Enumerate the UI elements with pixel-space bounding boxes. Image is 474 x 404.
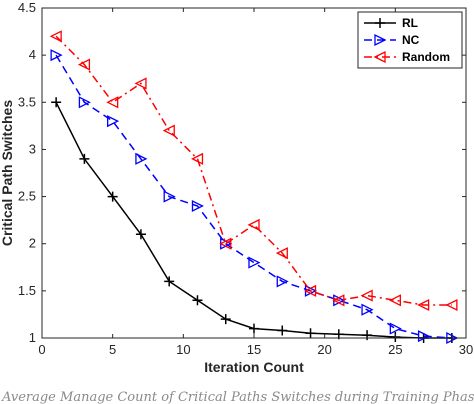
x-tick-label: 15 — [247, 342, 261, 357]
data-point-random — [417, 298, 430, 312]
data-point-rl — [107, 191, 118, 202]
data-point-random — [162, 124, 175, 137]
data-point-nc — [50, 49, 63, 62]
series-line-random — [55, 35, 452, 306]
data-point-random — [77, 58, 91, 71]
data-point-nc — [191, 199, 204, 213]
data-point-nc — [107, 115, 120, 128]
data-point-random — [275, 247, 288, 260]
data-point-nc — [276, 275, 289, 288]
y-tick-label: 1.5 — [18, 283, 36, 298]
series-line-nc — [55, 54, 452, 339]
y-tick-label: 3 — [29, 141, 36, 156]
data-point-nc — [163, 190, 176, 203]
data-point-rl — [164, 276, 175, 287]
data-point-rl — [135, 229, 146, 240]
data-point-nc — [361, 303, 374, 316]
data-point-random — [191, 152, 204, 165]
data-point-rl — [220, 314, 231, 325]
y-tick-label: 2.5 — [18, 189, 36, 204]
legend-item-random: Random — [364, 50, 450, 64]
legend-label-nc: NC — [402, 33, 420, 47]
y-tick-label: 3.5 — [18, 94, 36, 109]
legend-marker-random — [373, 50, 386, 64]
x-tick-label: 20 — [317, 342, 331, 357]
data-point-random — [134, 77, 147, 90]
x-tick-label: 30 — [459, 342, 473, 357]
data-point-random — [332, 294, 345, 307]
series-rl — [51, 97, 457, 343]
x-tick-label: 5 — [109, 342, 116, 357]
data-point-nc — [135, 152, 148, 165]
data-point-random — [219, 237, 232, 250]
data-point-random — [49, 30, 62, 43]
y-tick-label: 2 — [29, 236, 36, 251]
x-tick-label: 10 — [176, 342, 190, 357]
data-point-rl — [79, 153, 90, 164]
x-tick-label: 25 — [388, 342, 402, 357]
series-random — [49, 30, 458, 312]
legend-item-rl: RL — [364, 16, 418, 30]
y-axis-label: Critical Path Switches — [0, 100, 15, 246]
data-point-nc — [78, 96, 91, 109]
x-axis-label: Iteration Count — [204, 359, 304, 375]
legend-label-rl: RL — [402, 16, 418, 30]
legend-marker-nc — [374, 33, 387, 47]
legend-marker-rl — [375, 18, 385, 28]
y-tick-label: 1 — [29, 330, 36, 345]
data-point-rl — [277, 325, 288, 336]
data-point-random — [360, 289, 373, 302]
data-point-rl — [51, 97, 62, 108]
data-point-nc — [389, 322, 402, 335]
data-point-nc — [248, 256, 261, 269]
x-tick-label: 0 — [38, 342, 45, 357]
figure-caption: Average Manage Count of Critical Paths S… — [1, 390, 474, 404]
data-point-random — [388, 294, 401, 307]
data-point-random — [445, 298, 458, 312]
legend-item-nc: NC — [364, 33, 420, 47]
data-point-nc — [417, 330, 431, 343]
y-tick-label: 4.5 — [18, 0, 36, 15]
data-point-rl — [362, 330, 373, 341]
legend: RL NC Random — [357, 11, 463, 69]
legend-label-random: Random — [402, 50, 450, 64]
data-point-random — [304, 284, 317, 297]
data-point-rl — [305, 328, 316, 339]
data-point-rl — [249, 323, 259, 334]
data-point-random — [106, 96, 119, 109]
data-point-random — [247, 218, 260, 231]
data-point-rl — [192, 295, 203, 306]
y-tick-label: 4 — [29, 47, 36, 62]
